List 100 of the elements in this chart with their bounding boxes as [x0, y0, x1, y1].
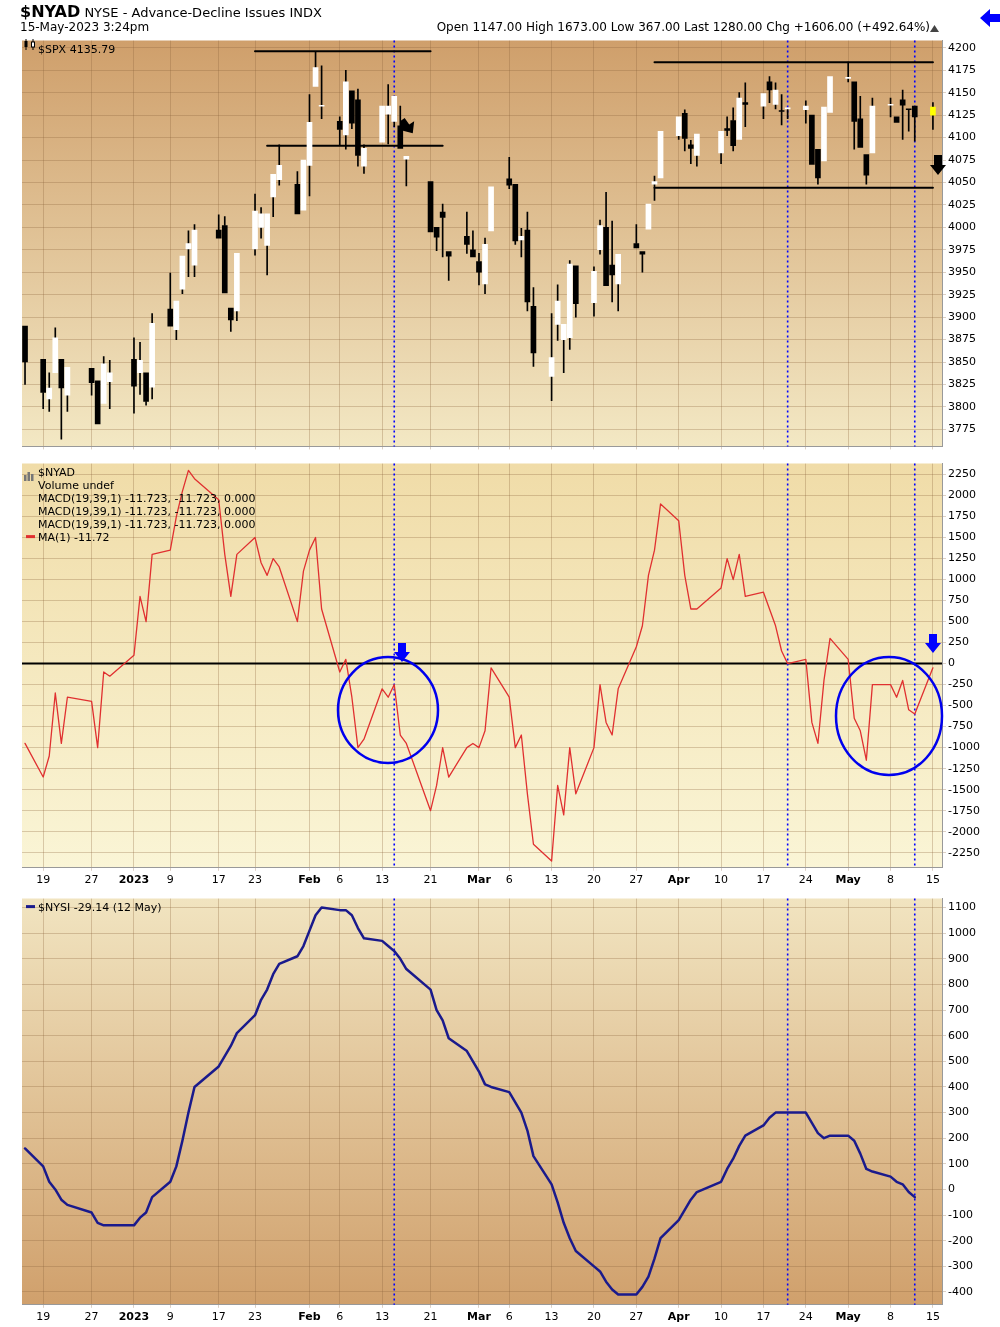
x-tick-label: 21 — [423, 1310, 438, 1324]
x-tick-label: 6 — [505, 873, 513, 887]
y-tick-label: 3875 — [948, 332, 976, 346]
x-tick-label: May — [835, 1310, 861, 1324]
x-tick-label: 19 — [36, 1310, 51, 1324]
y-tick-label: 3900 — [948, 309, 976, 323]
x-tick-label: 13 — [375, 873, 390, 887]
x-tick-label: 13 — [544, 873, 559, 887]
y-tick-label: -1000 — [948, 740, 980, 754]
x-tick-label: Mar — [467, 873, 492, 887]
legend-label: MA(1) -11.72 — [38, 530, 110, 544]
y-tick-label: 1100 — [948, 900, 976, 914]
y-tick-label: 100 — [948, 1156, 969, 1170]
y-tick-label: 250 — [948, 635, 969, 649]
y-tick-label: -2250 — [948, 845, 980, 859]
x-tick-label: Feb — [298, 873, 321, 887]
y-tick-label: -1500 — [948, 782, 980, 796]
x-tick-label: 10 — [714, 1310, 729, 1324]
annotation: $SPX 4135.79 — [38, 42, 116, 56]
x-tick-label: 20 — [586, 873, 601, 887]
x-tick-label: 17 — [211, 1310, 226, 1324]
x-tick-label: 27 — [629, 873, 644, 887]
x-tick-label: 15 — [925, 1310, 940, 1324]
y-tick-label: 900 — [948, 951, 969, 965]
y-tick-label: 3950 — [948, 265, 976, 279]
legend-label: $NYSI -29.14 (12 May) — [38, 900, 162, 914]
y-tick-label: 0 — [948, 656, 955, 670]
x-tick-label: 8 — [887, 873, 895, 887]
y-tick-label: 750 — [948, 593, 969, 607]
x-tick-label: May — [835, 873, 861, 887]
x-tick-label: 27 — [84, 873, 99, 887]
y-tick-label: 4200 — [948, 40, 976, 54]
x-tick-label: 27 — [629, 1310, 644, 1324]
x-tick-label: 24 — [798, 873, 813, 887]
y-tick-label: -250 — [948, 677, 973, 691]
chart-title: $NYAD NYSE - Advance-Decline Issues INDX — [20, 2, 322, 21]
y-tick-label: 1000 — [948, 926, 976, 940]
y-tick-label: 4150 — [948, 85, 976, 99]
y-tick-label: 1750 — [948, 509, 976, 523]
y-tick-label: 600 — [948, 1028, 969, 1042]
y-tick-label: 500 — [948, 1054, 969, 1068]
y-tick-label: 1500 — [948, 530, 976, 544]
y-tick-label: 1000 — [948, 572, 976, 586]
x-tick-label: 17 — [756, 1310, 771, 1324]
y-tick-label: 800 — [948, 977, 969, 991]
annotation: $NYAD — [38, 465, 76, 479]
y-tick-label: 4175 — [948, 63, 976, 77]
y-tick-label: 0 — [948, 1182, 955, 1196]
y-tick-label: 3775 — [948, 422, 976, 436]
x-tick-label: 15 — [925, 873, 940, 887]
x-tick-label: 23 — [248, 1310, 263, 1324]
y-tick-label: 500 — [948, 614, 969, 628]
x-tick-label: 24 — [798, 1310, 813, 1324]
x-tick-label: 8 — [887, 1310, 895, 1324]
x-tick-label: 2023 — [118, 1310, 150, 1324]
y-tick-label: 3850 — [948, 354, 976, 368]
y-tick-label: -750 — [948, 719, 973, 733]
x-tick-label: 2023 — [118, 873, 150, 887]
y-tick-label: -500 — [948, 698, 973, 712]
x-tick-label: 21 — [423, 873, 438, 887]
x-tick-label: 20 — [586, 1310, 601, 1324]
y-tick-label: 2250 — [948, 467, 976, 481]
y-tick-label: 3975 — [948, 242, 976, 256]
x-tick-label: 19 — [36, 873, 51, 887]
x-tick-label: 17 — [756, 873, 771, 887]
x-tick-label: Mar — [467, 1310, 492, 1324]
y-tick-label: 700 — [948, 1002, 969, 1016]
annotation: Volume undef — [38, 478, 116, 492]
chart-subtitle: 15-May-2023 3:24pm — [20, 20, 150, 34]
y-tick-label: 4000 — [948, 220, 976, 234]
x-tick-label: Apr — [667, 1310, 691, 1324]
y-tick-label: 4125 — [948, 107, 976, 121]
y-tick-label: 3800 — [948, 399, 976, 413]
y-tick-label: 3925 — [948, 287, 976, 301]
x-tick-label: 10 — [714, 873, 729, 887]
y-tick-label: 200 — [948, 1131, 969, 1145]
y-tick-label: 400 — [948, 1079, 969, 1093]
x-tick-label: 17 — [211, 873, 226, 887]
x-tick-label: 6 — [505, 1310, 513, 1324]
y-tick-label: -2000 — [948, 824, 980, 838]
y-tick-label: 300 — [948, 1105, 969, 1119]
x-tick-label: Apr — [667, 873, 691, 887]
x-tick-label: 13 — [544, 1310, 559, 1324]
text: Open 1147.00 High 1673.00 Low 367.00 Last 1280.00 Chg +1606.00 (+492.64%) — [436, 20, 930, 34]
x-tick-label: 13 — [375, 1310, 390, 1324]
y-tick-label: -300 — [948, 1259, 973, 1273]
y-tick-label: 4100 — [948, 130, 976, 144]
x-tick-label: 23 — [248, 873, 263, 887]
x-tick-label: 6 — [336, 873, 344, 887]
y-tick-label: 4050 — [948, 175, 976, 189]
y-tick-label: -200 — [948, 1233, 973, 1247]
y-tick-label: 4075 — [948, 152, 976, 166]
annotation: MACD(19,39,1) -11.723, -11.723, 0.000 — [38, 517, 256, 531]
y-tick-label: -1750 — [948, 803, 980, 817]
y-tick-label: -400 — [948, 1284, 973, 1298]
y-tick-label: 2000 — [948, 488, 976, 502]
y-tick-label: 3825 — [948, 377, 976, 391]
x-tick-label: 9 — [166, 873, 174, 887]
y-tick-label: 1250 — [948, 551, 976, 565]
x-tick-label: 6 — [336, 1310, 344, 1324]
